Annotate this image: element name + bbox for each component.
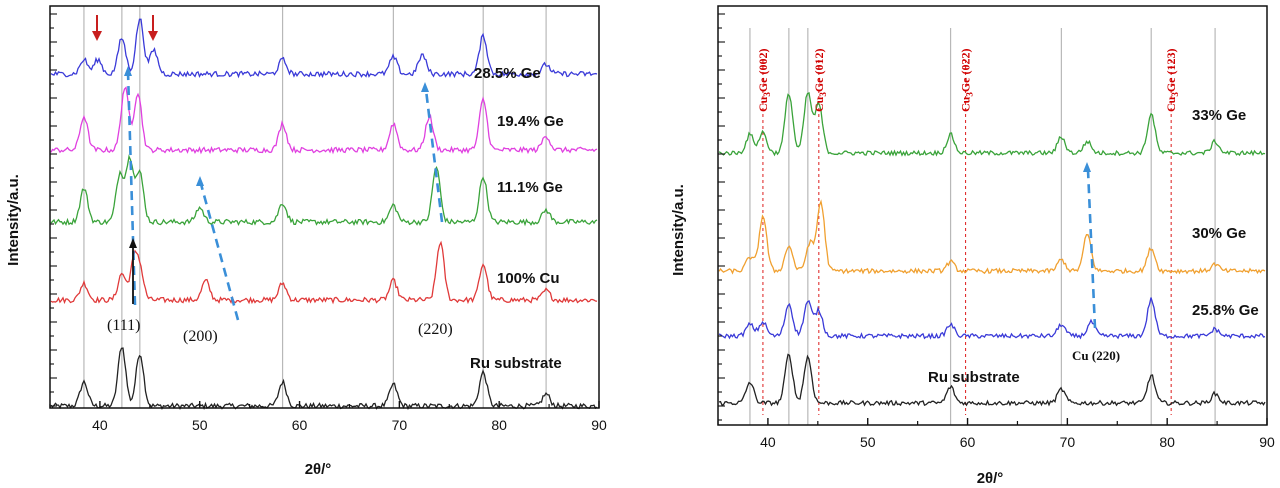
cu200-shift-arrowhead — [196, 176, 204, 186]
hkl-label-220: (220) — [418, 321, 453, 338]
left-plot-frame — [49, 5, 600, 409]
hkl-label-200: (200) — [183, 328, 218, 345]
left-series-group — [50, 18, 598, 411]
left-x-axis-title: 2θ/° — [305, 461, 332, 478]
l-series-11-1pct-ge — [50, 154, 598, 227]
cu220-shift-arrow — [424, 89, 444, 223]
l-label-100pct-cu: 100% Cu — [497, 270, 560, 287]
l-series-ru-substrate — [50, 347, 598, 411]
cu220-shift-arrow-right — [1086, 169, 1097, 329]
left-annotations: (111) (200) (220) — [92, 15, 453, 345]
r-series-ru-substrate — [718, 353, 1266, 407]
l-series-100pct-cu — [50, 240, 598, 305]
x-tick-label-80: 80 — [491, 417, 507, 433]
right-series-group — [718, 91, 1266, 407]
x-tick-label-70: 70 — [392, 417, 408, 433]
r-series-33pct-ge — [718, 91, 1266, 157]
x-tick-label-90: 90 — [591, 417, 607, 433]
r-series-25-8pct-ge — [718, 297, 1266, 340]
right-annotations: Cu (220) — [1072, 162, 1120, 363]
left-series-labels: Ru substrate 100% Cu 11.1% Ge 19.4% Ge 28.5%… — [470, 65, 564, 372]
l-label-19-4pct-ge: 19.4% Ge — [497, 113, 564, 130]
cu111-shift-arrow — [126, 71, 137, 306]
phase-label-ge-002: Cu3Ge (002) — [756, 49, 772, 113]
cu220-shift-arrowhead — [421, 82, 429, 92]
right-phase-labels: Cu3Ge (002) Cu3Ge (012) Cu3Ge (022) Cu3Ge (… — [756, 49, 1180, 113]
l-series-28-5pct-ge — [50, 18, 598, 79]
x-tick-label-90: 90 — [1259, 434, 1275, 450]
right-axis: 40 50 60 70 80 90 — [717, 13, 1275, 450]
r-label-30pct-ge: 30% Ge — [1192, 225, 1246, 242]
right-x-axis-title: 2θ/° — [977, 470, 1004, 487]
cu111-shift-arrowhead — [124, 66, 132, 76]
red-arrowhead-45 — [148, 31, 158, 41]
cu220-shift-arrowhead-right — [1083, 162, 1091, 172]
x-tick-label-60: 60 — [960, 434, 976, 450]
l-label-28-5pct-ge: 28.5% Ge — [474, 65, 541, 82]
phase-label-ge-012: Cu3Ge (012) — [812, 49, 828, 113]
l-label-ru-substrate: Ru substrate — [470, 355, 562, 372]
left-reference-lines — [83, 6, 547, 408]
cu200-shift-arrow — [199, 183, 240, 321]
x-tick-label-50: 50 — [192, 417, 208, 433]
cu111-marker-arrowhead — [129, 238, 137, 248]
phase-label-ge-022: Cu3Ge (022) — [959, 49, 975, 113]
x-tick-label-40: 40 — [760, 434, 776, 450]
x-tick-label-80: 80 — [1159, 434, 1175, 450]
x-tick-label-50: 50 — [860, 434, 876, 450]
left-axis: 40 50 60 70 80 90 — [49, 13, 607, 433]
l-label-11-1pct-ge: 11.1% Ge — [497, 179, 563, 196]
r-label-33pct-ge: 33% Ge — [1192, 107, 1246, 124]
right-y-axis-title: Intensity/a.u. — [670, 184, 687, 276]
right-series-labels: Ru substrate 25.8% Ge 30% Ge 33% Ge — [928, 107, 1259, 386]
cu220-label: Cu (220) — [1072, 348, 1120, 363]
phase-label-ge-123: Cu3Ge (123) — [1164, 49, 1180, 113]
left-y-axis-title: Intensity/a.u. — [5, 174, 22, 266]
right-panel: Cu (220) Cu3Ge (002) Cu3Ge (012) Cu3Ge (02… — [670, 5, 1275, 487]
right-phase-lines — [762, 60, 1172, 415]
x-tick-label-40: 40 — [92, 417, 108, 433]
r-label-ru-substrate: Ru substrate — [928, 369, 1020, 386]
x-tick-label-70: 70 — [1060, 434, 1076, 450]
l-series-19-4pct-ge — [50, 86, 598, 155]
hkl-label-111: (111) — [107, 317, 140, 334]
right-plot-frame — [717, 5, 1268, 426]
left-panel: (111) (200) (220) Ru substrate 100% Cu 11.… — [5, 5, 607, 478]
r-series-30pct-ge — [718, 199, 1266, 275]
x-tick-label-60: 60 — [292, 417, 308, 433]
red-arrowhead-39 — [92, 31, 102, 41]
r-label-25-8pct-ge: 25.8% Ge — [1192, 302, 1259, 319]
